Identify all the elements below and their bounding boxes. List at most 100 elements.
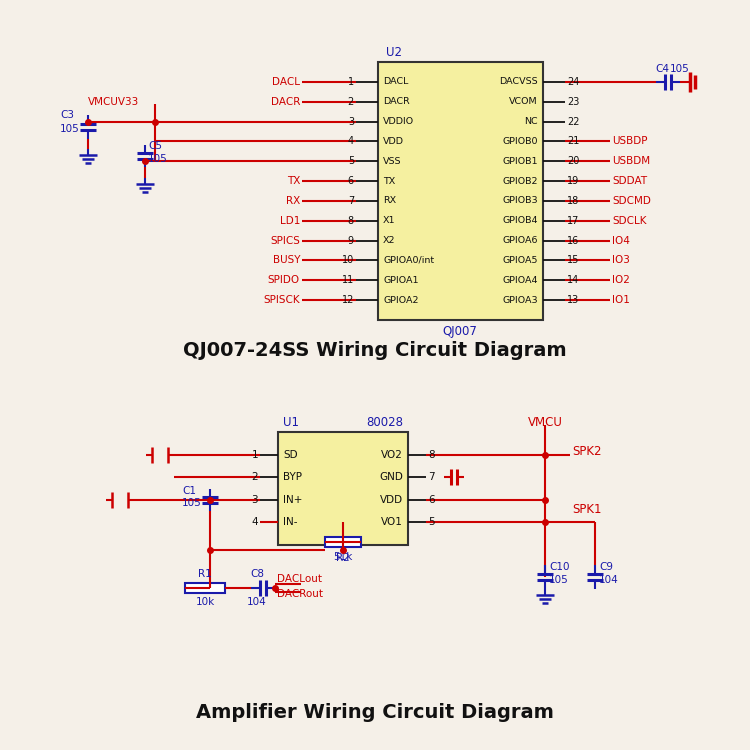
Text: 51k: 51k <box>333 553 352 562</box>
Text: 7: 7 <box>428 472 435 482</box>
Text: NC: NC <box>524 117 538 126</box>
Text: GPIOB1: GPIOB1 <box>503 157 538 166</box>
Text: 21: 21 <box>567 136 579 146</box>
Text: DACVSS: DACVSS <box>500 77 538 86</box>
Text: 8: 8 <box>428 449 435 460</box>
Bar <box>278 432 408 545</box>
Text: GPIOA5: GPIOA5 <box>503 256 538 265</box>
Text: 1: 1 <box>251 449 258 460</box>
Text: 14: 14 <box>567 275 579 285</box>
Text: GND: GND <box>379 472 403 482</box>
Text: SPISCK: SPISCK <box>263 296 300 305</box>
Text: IO4: IO4 <box>612 236 630 245</box>
Text: C3: C3 <box>60 110 74 119</box>
Text: 105: 105 <box>670 64 690 74</box>
Text: 24: 24 <box>567 76 579 87</box>
Text: GPIOA1: GPIOA1 <box>383 276 418 285</box>
Text: X1: X1 <box>383 216 395 225</box>
Text: SD: SD <box>283 449 298 460</box>
Text: 16: 16 <box>567 236 579 245</box>
Text: DACL: DACL <box>383 77 408 86</box>
Text: X2: X2 <box>383 236 395 245</box>
Text: U1: U1 <box>283 416 299 428</box>
Text: 8: 8 <box>348 216 354 226</box>
Text: C1: C1 <box>182 486 196 496</box>
Text: DACLout: DACLout <box>277 574 322 584</box>
Text: VCOM: VCOM <box>509 98 538 106</box>
Text: C5: C5 <box>148 141 162 152</box>
Text: GPIOA4: GPIOA4 <box>503 276 538 285</box>
Text: USBDP: USBDP <box>612 136 647 146</box>
Text: BYP: BYP <box>283 472 302 482</box>
Text: 5: 5 <box>348 156 354 166</box>
Text: 23: 23 <box>567 97 579 106</box>
Text: GPIOA2: GPIOA2 <box>383 296 418 304</box>
Text: 10: 10 <box>342 256 354 266</box>
Text: 3: 3 <box>348 116 354 127</box>
Text: 105: 105 <box>60 124 80 134</box>
Text: VO2: VO2 <box>381 449 403 460</box>
Text: R1: R1 <box>198 569 211 580</box>
Text: VO1: VO1 <box>381 518 403 527</box>
Text: IO1: IO1 <box>612 296 630 305</box>
Text: SDCLK: SDCLK <box>612 216 646 226</box>
Text: R2: R2 <box>336 553 350 563</box>
Text: VMCU: VMCU <box>527 416 562 429</box>
Text: VDDIO: VDDIO <box>383 117 414 126</box>
Text: 18: 18 <box>567 196 579 206</box>
Text: GPIOB2: GPIOB2 <box>503 176 538 185</box>
Text: DACR: DACR <box>383 98 410 106</box>
Text: 104: 104 <box>248 598 267 608</box>
Text: DACRout: DACRout <box>277 590 323 599</box>
Text: VMCUV33: VMCUV33 <box>88 97 140 106</box>
Text: QJ007-24SS Wiring Circuit Diagram: QJ007-24SS Wiring Circuit Diagram <box>183 340 567 359</box>
Text: GPIOA6: GPIOA6 <box>503 236 538 245</box>
Text: IO3: IO3 <box>612 256 630 266</box>
Text: 7: 7 <box>348 196 354 206</box>
Text: 2: 2 <box>348 97 354 106</box>
Bar <box>378 62 543 320</box>
Text: 19: 19 <box>567 176 579 186</box>
Text: TX: TX <box>383 176 395 185</box>
Text: SDCMD: SDCMD <box>612 196 651 206</box>
Text: 13: 13 <box>567 296 579 305</box>
Text: SPICS: SPICS <box>270 236 300 245</box>
Text: 3: 3 <box>251 495 258 505</box>
Text: SPIDO: SPIDO <box>268 275 300 285</box>
Text: 4: 4 <box>348 136 354 146</box>
Text: IN-: IN- <box>283 518 298 527</box>
Text: USBDM: USBDM <box>612 156 650 166</box>
Text: SPK2: SPK2 <box>572 445 602 458</box>
Text: 105: 105 <box>148 154 168 164</box>
Text: U2: U2 <box>386 46 402 58</box>
Text: 17: 17 <box>567 216 579 226</box>
Text: GPIOB3: GPIOB3 <box>503 196 538 206</box>
Text: 22: 22 <box>567 116 580 127</box>
Text: 2: 2 <box>251 472 258 482</box>
Text: 12: 12 <box>341 296 354 305</box>
Text: DACR: DACR <box>271 97 300 106</box>
Text: 9: 9 <box>348 236 354 245</box>
Text: SPK1: SPK1 <box>572 503 602 515</box>
Text: C9: C9 <box>599 562 613 572</box>
Text: VDD: VDD <box>383 137 404 146</box>
Text: TX: TX <box>286 176 300 186</box>
Text: C4: C4 <box>655 64 669 74</box>
Text: 6: 6 <box>428 495 435 505</box>
Text: 5: 5 <box>428 518 435 527</box>
Text: 4: 4 <box>251 518 258 527</box>
Text: GPIOB0: GPIOB0 <box>503 137 538 146</box>
Text: GPIOB4: GPIOB4 <box>503 216 538 225</box>
Bar <box>185 584 225 593</box>
Text: RX: RX <box>286 196 300 206</box>
Text: BUSY: BUSY <box>272 256 300 266</box>
Text: 20: 20 <box>567 156 579 166</box>
Text: RX: RX <box>383 196 396 206</box>
Text: DACL: DACL <box>272 76 300 87</box>
Text: C10: C10 <box>549 562 569 572</box>
Text: GPIOA3: GPIOA3 <box>503 296 538 304</box>
Text: C8: C8 <box>250 569 264 580</box>
Text: LD1: LD1 <box>280 216 300 226</box>
Text: 6: 6 <box>348 176 354 186</box>
Text: 80028: 80028 <box>366 416 403 428</box>
